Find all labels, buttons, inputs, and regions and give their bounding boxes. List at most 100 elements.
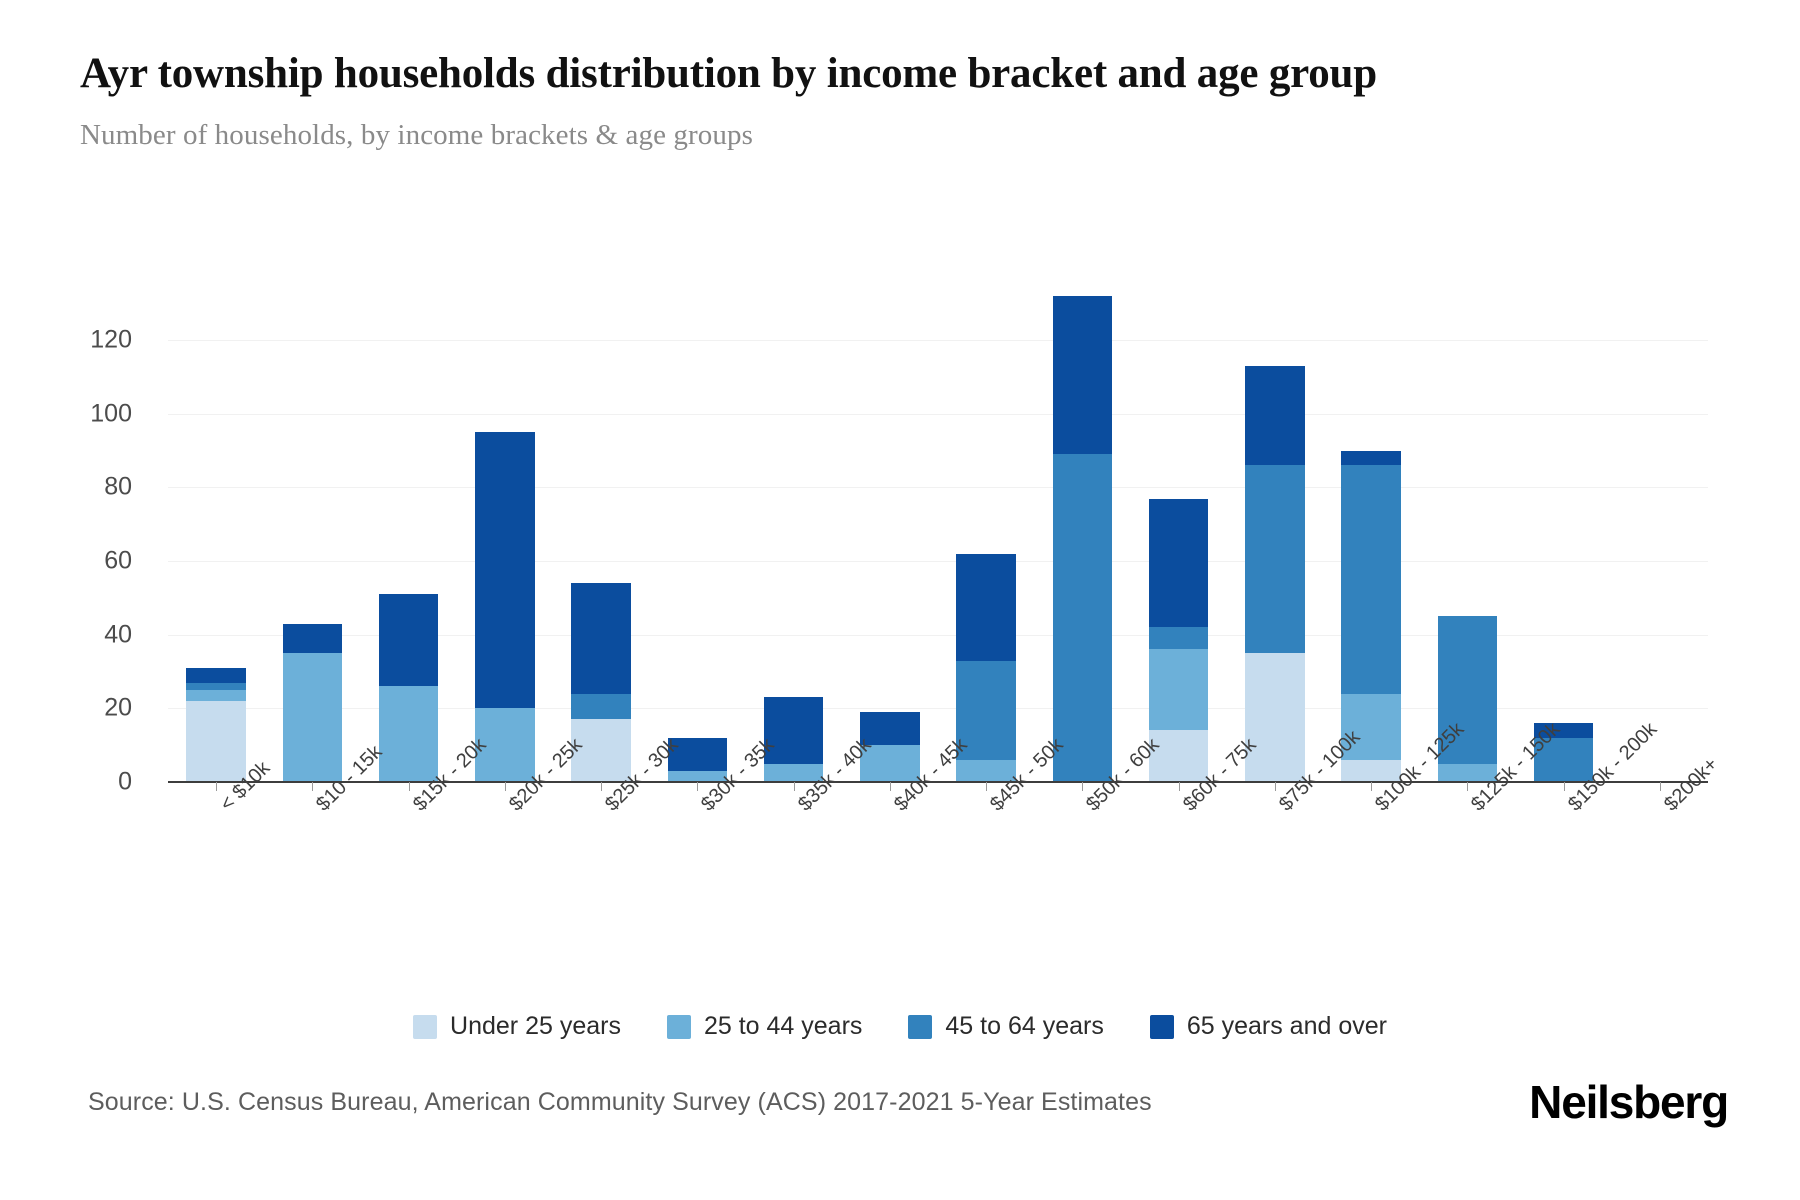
legend-swatch-icon	[1149, 1014, 1174, 1039]
gridline	[168, 561, 1708, 563]
chart-subtitle: Number of households, by income brackets…	[80, 119, 753, 152]
gridline	[168, 487, 1708, 489]
bar-stack[interactable]	[186, 667, 246, 782]
bar-segment[interactable]	[186, 667, 246, 683]
bar-stack[interactable]	[282, 623, 343, 782]
bar-segment[interactable]	[1341, 465, 1401, 694]
bar-slot[interactable]	[746, 296, 842, 782]
legend-item-0[interactable]: Under 25 years	[413, 1012, 621, 1041]
bar-stack[interactable]	[1533, 723, 1594, 782]
bar-slot[interactable]	[553, 296, 649, 782]
bar-segment[interactable]	[378, 594, 439, 687]
x-label-cell: $60k - 75k	[1131, 734, 1261, 904]
bar-slot[interactable]	[649, 296, 745, 782]
bar-segment[interactable]	[956, 660, 1016, 760]
bar-segment[interactable]	[667, 737, 728, 771]
bar-stack[interactable]	[1245, 365, 1305, 782]
bar-segment[interactable]	[1437, 763, 1498, 782]
bar-segment[interactable]	[763, 763, 824, 782]
bar-slot[interactable]	[1323, 296, 1419, 782]
bar-segment[interactable]	[571, 719, 631, 782]
y-tick-label: 100	[90, 399, 132, 428]
legend-swatch-icon	[666, 1014, 691, 1039]
bar-stack[interactable]	[763, 697, 824, 782]
bar-segment[interactable]	[1533, 723, 1594, 738]
bar-slot[interactable]	[168, 296, 264, 782]
bar-segment[interactable]	[1341, 759, 1401, 782]
bar-slot[interactable]	[842, 296, 938, 782]
bar-segment[interactable]	[956, 553, 1016, 661]
x-axis-labels: < $10k $10 - 15k $15k - 20k $20k - 25k $25k …	[168, 718, 1722, 904]
x-tick-mark	[1131, 782, 1227, 792]
bar-segment[interactable]	[475, 708, 535, 782]
bar-stack[interactable]	[1437, 616, 1498, 782]
chart-header: Ayr township households distribution by …	[80, 46, 1640, 152]
x-label-cell: $150k - 200k	[1516, 718, 1661, 904]
bar-stack[interactable]	[1148, 498, 1209, 782]
plot-area	[168, 296, 1708, 783]
bar-segment[interactable]	[1341, 693, 1401, 760]
legend-label: 25 to 44 years	[703, 1012, 863, 1040]
bar-slot[interactable]	[1131, 296, 1227, 782]
bar-segment[interactable]	[860, 712, 920, 746]
bar-segment[interactable]	[860, 745, 920, 782]
bar-segment[interactable]	[1148, 649, 1209, 731]
bar-stack[interactable]	[571, 583, 631, 782]
bar-segment[interactable]	[667, 770, 728, 782]
bar-segment[interactable]	[763, 697, 824, 764]
bar-segment[interactable]	[1533, 737, 1594, 782]
bar-segment[interactable]	[1245, 465, 1305, 654]
bar-segment[interactable]	[378, 686, 439, 782]
bar-segment[interactable]	[1245, 653, 1305, 782]
bar-segment[interactable]	[1341, 450, 1401, 466]
x-tick-mark	[457, 782, 553, 792]
legend-item-1[interactable]: 25 to 44 years	[666, 1012, 863, 1041]
bar-slot[interactable]	[1034, 296, 1130, 782]
bar-slot[interactable]	[1516, 296, 1612, 782]
bar-stack[interactable]	[1341, 450, 1401, 782]
bar-segment[interactable]	[956, 759, 1016, 782]
bar-slot[interactable]	[457, 296, 553, 782]
bar-stack[interactable]	[475, 432, 535, 782]
legend-label: 65 years and over	[1186, 1012, 1387, 1040]
bar-slot[interactable]	[1419, 296, 1515, 782]
bar-segment[interactable]	[186, 689, 246, 701]
bar-slot[interactable]	[938, 296, 1034, 782]
bar-stack[interactable]	[956, 553, 1016, 782]
bar-segment[interactable]	[1148, 730, 1209, 782]
x-label-cell: $125k - 150k	[1419, 718, 1564, 904]
legend-item-3[interactable]: 65 years and over	[1149, 1012, 1387, 1041]
x-tick-mark	[264, 782, 360, 792]
bar-slot[interactable]	[1227, 296, 1323, 782]
x-tick-mark	[938, 782, 1034, 792]
bar-stack[interactable]	[667, 737, 728, 782]
bar-segment[interactable]	[571, 693, 631, 720]
bar-segment[interactable]	[282, 623, 343, 654]
bar-stack[interactable]	[1052, 296, 1113, 782]
bar-segment[interactable]	[1052, 454, 1113, 782]
bar-segment[interactable]	[282, 653, 343, 782]
bar-segment[interactable]	[475, 432, 535, 709]
bar-segment[interactable]	[571, 583, 631, 694]
bar-segment[interactable]	[1052, 296, 1113, 455]
bar-slot[interactable]	[1612, 296, 1708, 782]
x-tick-mark	[168, 782, 264, 792]
y-tick-label: 80	[104, 472, 132, 501]
bar-segment[interactable]	[1245, 365, 1305, 466]
bar-stack[interactable]	[378, 594, 439, 782]
gridline	[168, 634, 1708, 636]
bar-segment[interactable]	[186, 701, 246, 782]
bar-slot[interactable]	[264, 296, 360, 782]
bar-segment[interactable]	[186, 682, 246, 690]
gridline	[168, 413, 1708, 415]
chart-footer: Source: U.S. Census Bureau, American Com…	[88, 1075, 1729, 1129]
bar-segment[interactable]	[1437, 616, 1498, 764]
bar-segment[interactable]	[1148, 627, 1209, 650]
legend-item-2[interactable]: 45 to 64 years	[908, 1012, 1104, 1041]
x-tick-mark	[842, 782, 938, 792]
bar-slot[interactable]	[361, 296, 457, 782]
y-tick-label: 60	[104, 546, 132, 575]
bar-segment[interactable]	[1148, 498, 1209, 628]
bar-stack[interactable]	[860, 712, 920, 782]
